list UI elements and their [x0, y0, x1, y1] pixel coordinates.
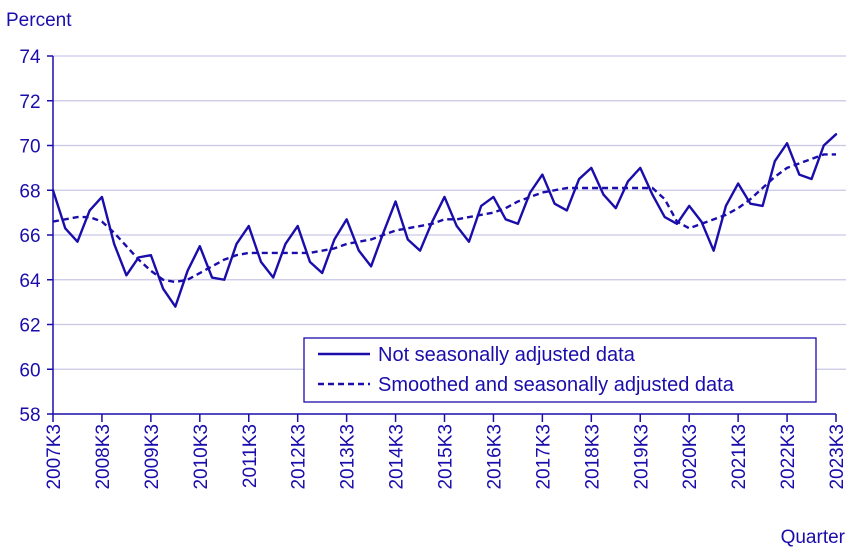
legend-box [303, 337, 817, 403]
x-tick-label: 2018K3 [582, 424, 603, 490]
y-axis: 58 60 62 64 66 68 70 72 74 [19, 47, 54, 426]
y-tick-label: 66 [19, 226, 40, 247]
x-tick-label: 2011K3 [240, 424, 261, 488]
x-tick-label: 2015K3 [436, 424, 457, 490]
x-tick-label: 2014K3 [387, 424, 408, 490]
x-tick-label: 2017K3 [533, 424, 554, 490]
x-tick-label: 2023K3 [827, 424, 848, 490]
x-tick-label: 2008K3 [93, 424, 114, 490]
series-line-not-adjusted [51, 133, 838, 308]
legend-label-smoothed: Smoothed and seasonally adjusted data [378, 374, 735, 396]
y-tick-label: 72 [19, 92, 40, 113]
x-tick-label: 2012K3 [289, 424, 310, 490]
x-tick-label: 2009K3 [142, 424, 163, 490]
x-tick-label: 2022K3 [778, 424, 799, 490]
x-tick-label: 2013K3 [338, 424, 359, 490]
y-tick-label: 64 [19, 271, 41, 292]
x-tick-label: 2019K3 [631, 424, 652, 490]
series-lines [51, 133, 838, 308]
x-axis-title: Quarter [781, 527, 846, 548]
y-tick-label: 58 [19, 405, 40, 426]
y-tick-label: 60 [19, 360, 40, 381]
y-axis-title: Percent [6, 10, 72, 31]
grid-lines [53, 55, 846, 370]
y-tick-label: 74 [19, 47, 41, 68]
x-tick-label: 2021K3 [729, 424, 750, 490]
x-tick-label: 2010K3 [191, 424, 212, 490]
x-axis: 2007K3 2008K3 2009K3 2010K3 2011K3 2012K3 2013… [44, 413, 848, 490]
legend: Not seasonally adjusted data Smoothed an… [303, 337, 817, 403]
series-line-smoothed [52, 153, 836, 284]
x-tick-label: 2016K3 [484, 424, 505, 490]
legend-label-not-adjusted: Not seasonally adjusted data [378, 344, 636, 366]
x-tick-label: 2007K3 [44, 424, 65, 490]
x-tick-label: 2020K3 [680, 424, 701, 490]
y-tick-label: 68 [19, 181, 40, 202]
y-tick-label: 62 [19, 316, 40, 337]
y-tick-label: 70 [19, 137, 40, 158]
